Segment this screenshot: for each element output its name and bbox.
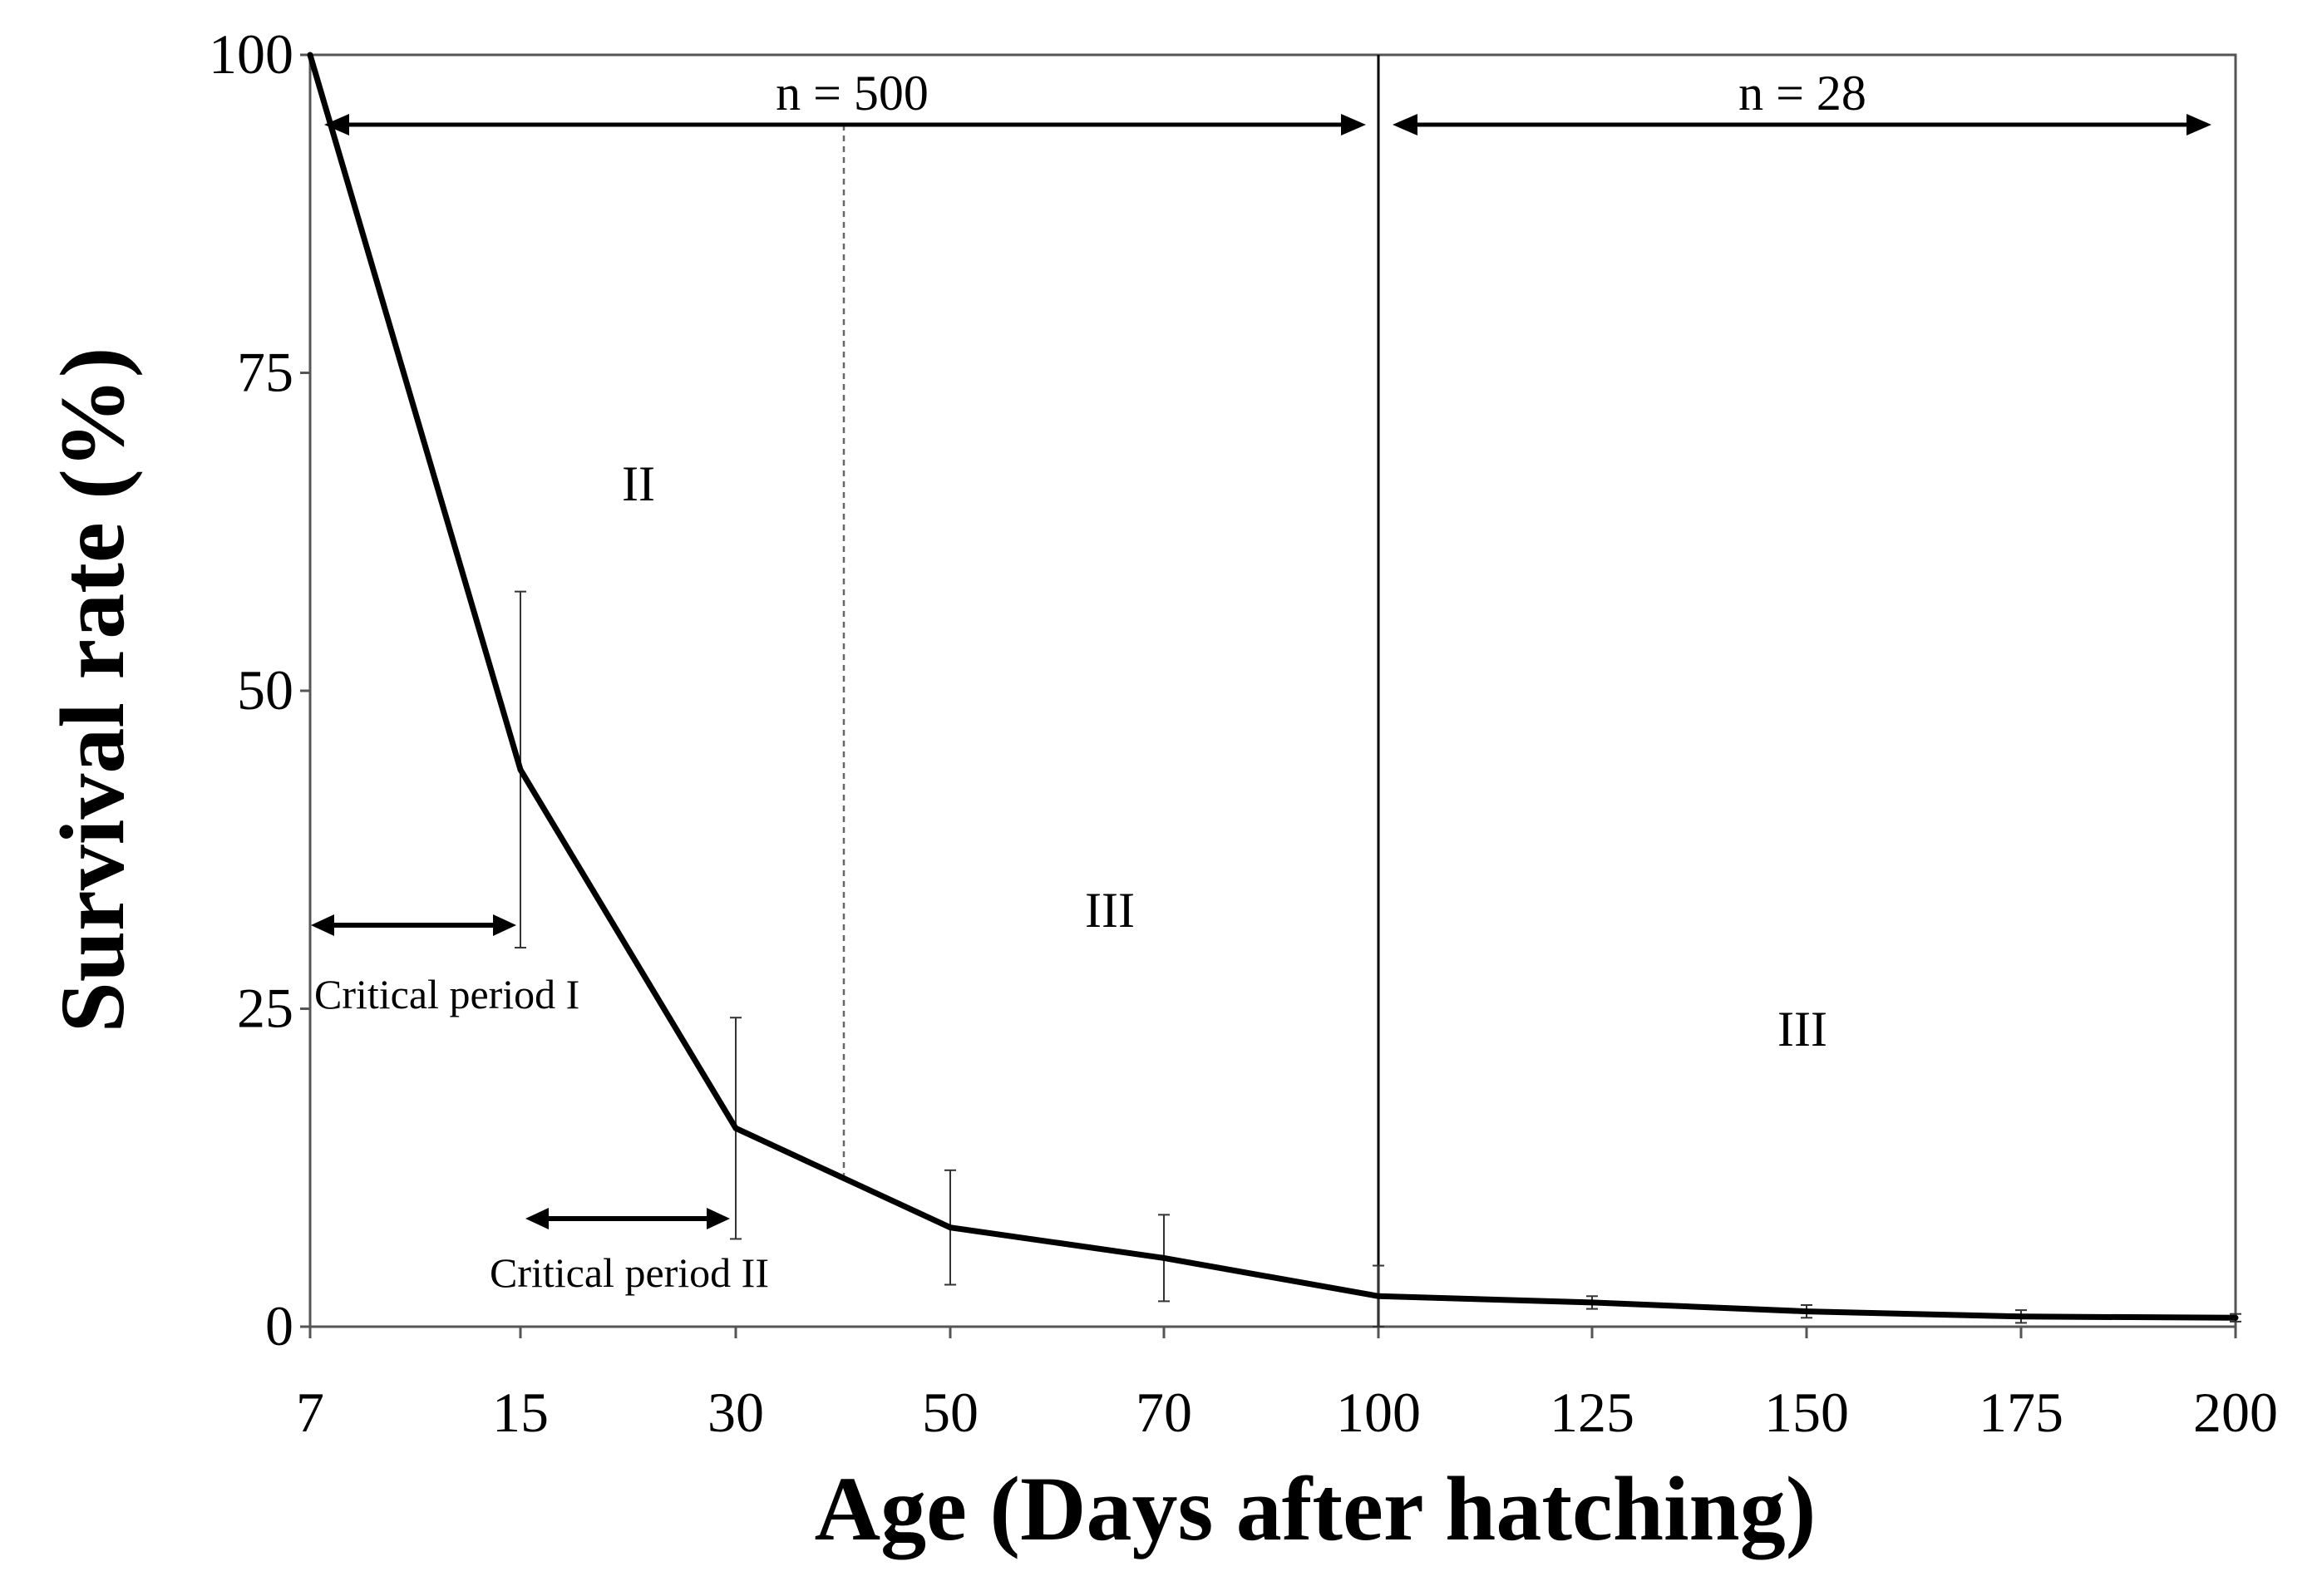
critical-period-2-arrow: [525, 1208, 730, 1229]
x-tick-label: 150: [1764, 1381, 1849, 1444]
x-tick-label: 175: [1979, 1381, 2063, 1444]
x-axis: 7 15 30 50 70 100 125 150 175 200: [296, 1327, 2278, 1444]
n-right-label: n = 28: [1738, 66, 1866, 121]
region-label-iii-a: III: [1085, 883, 1135, 938]
n-left-arrow: [324, 114, 1366, 135]
x-tick-label: 30: [707, 1381, 764, 1444]
y-tick-label: 75: [237, 341, 293, 404]
survival-line: [307, 54, 2236, 1321]
y-tick-label: 50: [237, 658, 293, 722]
x-tick-label: 7: [296, 1381, 324, 1444]
critical-period-2-label: Critical period II: [490, 1249, 769, 1296]
error-bars: [307, 52, 2241, 1328]
x-tick-label: 200: [2193, 1381, 2278, 1444]
x-tick-label: 70: [1136, 1381, 1192, 1444]
x-tick-label: 125: [1550, 1381, 1634, 1444]
critical-period-1-arrow: [311, 914, 516, 936]
critical-period-1-label: Critical period I: [314, 971, 579, 1017]
n-right-arrow: [1393, 114, 2211, 135]
x-axis-title: Age (Days after hatching): [815, 1458, 1817, 1559]
y-tick-label: 100: [209, 22, 293, 86]
y-axis: 0 25 50 75 100: [209, 22, 310, 1357]
x-tick-label: 15: [492, 1381, 549, 1444]
plot-frame: [308, 53, 2237, 1328]
x-tick-label: 50: [922, 1381, 979, 1444]
y-axis-title: Survival rate (%): [42, 347, 143, 1033]
n-left-label: n = 500: [776, 66, 929, 121]
region-label-iii-b: III: [1777, 1002, 1827, 1057]
y-tick-label: 0: [265, 1294, 293, 1357]
region-label-ii: II: [622, 456, 655, 511]
y-tick-label: 25: [237, 977, 293, 1040]
x-tick-label: 100: [1336, 1381, 1421, 1444]
